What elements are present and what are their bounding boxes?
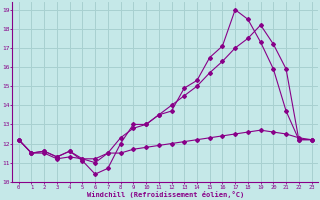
X-axis label: Windchill (Refroidissement éolien,°C): Windchill (Refroidissement éolien,°C) xyxy=(86,191,244,198)
